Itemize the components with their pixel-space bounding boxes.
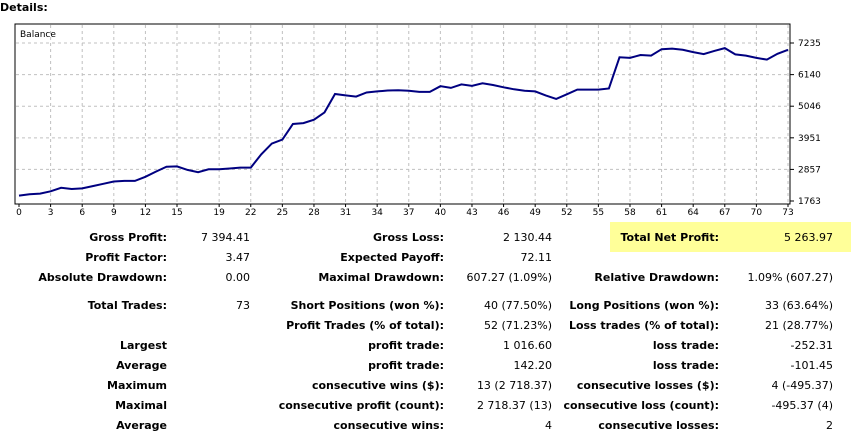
total-net-profit-value: 5 263.97 [784,231,833,244]
chart-grid [16,25,789,203]
chart-plot-area [14,23,791,205]
x-tick-label: 67 [719,208,730,218]
average-consecutive-losses-value: 2 [826,419,833,432]
x-tick-label: 15 [171,208,182,218]
relative-drawdown-value: 1.09% (607.27) [747,271,833,284]
x-tick-label: 52 [561,208,572,218]
x-tick-label: 55 [593,208,604,218]
long-positions-value: 33 (63.64%) [764,299,833,312]
total-trades-value: 73 [236,299,250,312]
relative-drawdown-label: Relative Drawdown: [594,271,719,284]
average-consecutive-label: Average [116,419,167,432]
maximal-consecutive-profit-label: consecutive profit (count): [278,399,444,412]
x-tick-label: 64 [687,208,699,218]
short-positions-value: 40 (77.50%) [483,299,552,312]
maximal-consecutive-loss-value: -495.37 (4) [771,399,833,412]
total-net-profit-label: Total Net Profit: [620,231,720,244]
gross-loss-value: 2 130.44 [503,231,552,244]
average-profit-trade-value: 142.20 [513,359,553,372]
y-tick-label: 2857 [798,165,821,175]
x-tick-label: 3 [48,208,54,218]
x-tick-label: 0 [16,208,22,218]
maximal-drawdown-label: Maximal Drawdown: [318,271,444,284]
y-tick-label: 7235 [798,39,821,49]
balance-chart: Balance 0 3 6 9 12 15 19 22 25 28 31 34 37 40 43 46 49 52… [14,23,821,218]
largest-profit-trade-value: 1 016.60 [503,339,552,352]
short-positions-label: Short Positions (won %): [290,299,444,312]
x-tick-label: 43 [466,208,477,218]
x-tick-label: 49 [529,208,541,218]
x-tick-label: 25 [277,208,288,218]
x-tick-label: 46 [498,208,510,218]
largest-label: Largest [120,339,167,352]
absolute-drawdown-value: 0.00 [225,271,251,284]
absolute-drawdown-label: Absolute Drawdown: [38,271,167,284]
profit-factor-label: Profit Factor: [85,251,167,264]
x-tick-label: 40 [435,208,447,218]
gross-loss-label: Gross Loss: [373,231,444,244]
maximum-label: Maximum [107,379,167,392]
y-tick-label: 6140 [798,71,821,81]
average-consecutive-wins-value: 4 [545,419,552,432]
average-loss-trade-label: loss trade: [652,359,719,372]
x-tick-label: 58 [624,208,636,218]
loss-trades-label: Loss trades (% of total): [568,319,719,332]
total-trades-label: Total Trades: [87,299,167,312]
expected-payoff-value: 72.11 [520,251,553,264]
loss-trades-value: 21 (28.77%) [764,319,833,332]
x-tick-label: 73 [782,208,793,218]
x-tick-label: 9 [111,208,117,218]
gross-profit-label: Gross Profit: [89,231,167,244]
x-tick-label: 70 [751,208,763,218]
gross-profit-value: 7 394.41 [201,231,250,244]
x-tick-label: 61 [656,208,667,218]
average-consecutive-wins-label: consecutive wins: [333,419,444,432]
x-tick-label: 31 [340,208,351,218]
max-consecutive-wins-value: 13 (2 718.37) [476,379,552,392]
x-tick-label: 6 [79,208,85,218]
x-tick-label: 19 [213,208,225,218]
maximal-label: Maximal [115,399,167,412]
largest-profit-trade-label: profit trade: [368,339,444,352]
maximal-drawdown-value: 607.27 (1.09%) [466,271,552,284]
average-label: Average [116,359,167,372]
expected-payoff-label: Expected Payoff: [340,251,444,264]
x-axis-ticks: 0 3 6 9 12 15 19 22 25 28 31 34 37 40 43 46 49 52 55 58 61 64… [16,204,794,218]
profit-factor-value: 3.47 [225,251,251,264]
y-axis-ticks: 7235 6140 5046 3951 2857 1763 [790,39,821,207]
largest-loss-trade-value: -252.31 [790,339,833,352]
y-tick-label: 3951 [798,134,821,144]
max-consecutive-losses-value: 4 (-495.37) [771,379,833,392]
profit-trades-label: Profit Trades (% of total): [286,319,444,332]
average-loss-trade-value: -101.45 [790,359,833,372]
max-consecutive-wins-label: consecutive wins ($): [311,379,444,392]
x-tick-label: 28 [308,208,320,218]
x-tick-label: 34 [371,208,383,218]
max-consecutive-losses-label: consecutive losses ($): [576,379,719,392]
maximal-consecutive-loss-label: consecutive loss (count): [563,399,719,412]
chart-legend-label: Balance [20,30,56,40]
balance-series-line [18,47,789,197]
average-consecutive-losses-label: consecutive losses: [598,419,719,432]
largest-loss-trade-label: loss trade: [652,339,719,352]
average-profit-trade-label: profit trade: [368,359,444,372]
maximal-consecutive-profit-value: 2 718.37 (13) [476,399,552,412]
x-tick-label: 37 [403,208,414,218]
x-tick-label: 22 [245,208,256,218]
profit-trades-value: 52 (71.23%) [483,319,552,332]
details-title: Details: [0,1,48,14]
y-tick-label: 5046 [798,102,821,112]
long-positions-label: Long Positions (won %): [569,299,719,312]
net-profit-highlight [610,222,851,252]
y-tick-label: 1763 [798,197,821,207]
x-tick-label: 12 [140,208,151,218]
